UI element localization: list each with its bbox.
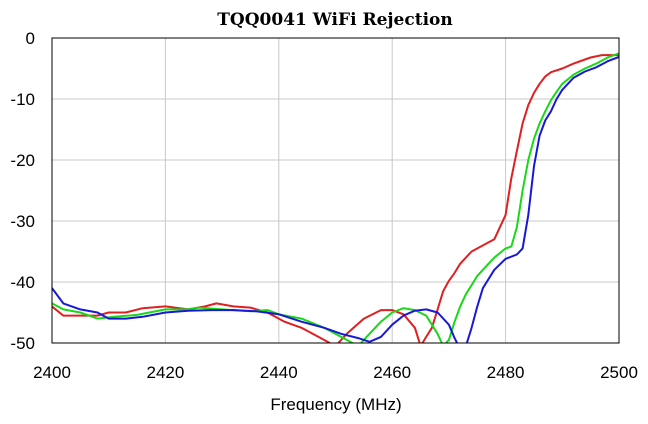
series-line-2 (52, 52, 619, 343)
y-axis-ticks: 0 -10 -20 -30 -40 -50 (10, 29, 35, 353)
x-tick-label: 2500 (600, 363, 638, 382)
plot-area (52, 52, 619, 343)
x-axis-label: Frequency (MHz) (270, 395, 401, 414)
y-tick-label: -50 (10, 334, 35, 353)
x-axis-ticks: 2400 2420 2440 2460 2480 2500 (33, 363, 638, 382)
plot-frame (51, 37, 620, 344)
x-tick-label: 2480 (487, 363, 525, 382)
y-tick-label: -10 (10, 90, 35, 109)
x-tick-label: 2460 (373, 363, 411, 382)
x-tick-label: 2400 (33, 363, 71, 382)
y-tick-label: -40 (10, 273, 35, 292)
series-line-3 (52, 55, 619, 343)
chart-title: TQQ0041 WiFi Rejection (217, 10, 452, 30)
grid (52, 38, 619, 343)
x-tick-label: 2440 (260, 363, 298, 382)
x-tick-label: 2420 (146, 363, 184, 382)
y-tick-label: 0 (26, 29, 35, 48)
y-tick-label: -30 (10, 212, 35, 231)
y-tick-label: -20 (10, 151, 35, 170)
